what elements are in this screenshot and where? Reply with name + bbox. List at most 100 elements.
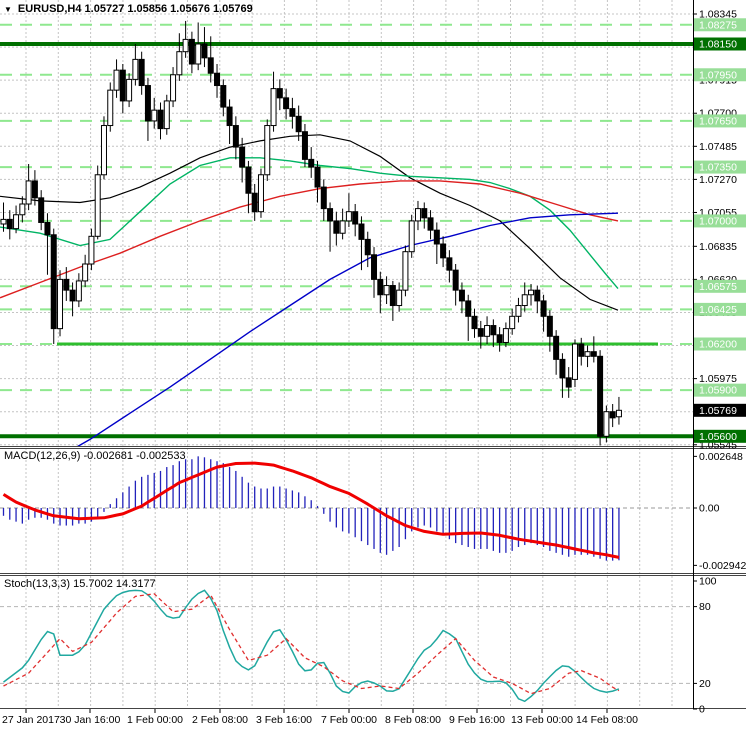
candle [578,337,585,366]
candle [126,73,133,108]
ma-black [0,134,619,311]
candle [352,204,359,237]
candle [314,160,321,203]
svg-text:0.00: 0.00 [699,503,720,515]
candle [584,345,591,368]
candle [75,273,82,308]
stoch-d-line [3,593,620,695]
level-price-badge: 1.07650 [694,114,746,128]
candle [301,124,308,168]
candle [50,228,57,344]
symbol-dropdown-icon[interactable]: ▼ [4,4,12,14]
candle [521,282,528,312]
svg-text:1.08345: 1.08345 [699,9,737,21]
candles-layer [0,20,622,446]
stoch-panel[interactable] [0,589,693,703]
candle [226,99,233,144]
candle [182,20,189,58]
candle [44,213,51,275]
candle [528,284,535,306]
candle [402,245,409,297]
stoch-k-line [3,589,620,703]
candle [421,202,428,229]
candle [333,211,340,246]
candle [100,116,107,180]
candle [119,64,126,114]
svg-text:1.06425: 1.06425 [699,304,737,316]
candle [88,228,95,271]
candle [176,33,183,81]
svg-text:1.08150: 1.08150 [699,39,737,51]
macd-signal-line [2,461,620,559]
level-price-badge: 1.06200 [694,337,746,351]
macd-axis[interactable]: 0.002648 0.00 -0.002942 [693,451,746,572]
svg-text:1.05600: 1.05600 [699,431,737,443]
macd-panel[interactable] [0,456,693,561]
candle [339,208,346,240]
panel-separators [0,0,746,709]
candle [57,270,64,337]
svg-text:0.002648: 0.002648 [699,451,743,463]
candle [69,282,76,317]
candle [163,94,170,135]
candle [107,82,114,132]
svg-text:80: 80 [699,601,711,613]
chart-title-text: EURUSD,H4 1.05727 1.05856 1.05676 1.0576… [17,3,253,15]
svg-text:30 Jan 16:00: 30 Jan 16:00 [60,714,121,726]
svg-text:20: 20 [699,678,711,690]
ma-green [0,157,619,290]
candle [308,147,315,178]
svg-text:1.08275: 1.08275 [699,19,737,31]
level-price-badge: 1.08150 [694,37,746,51]
candle [327,202,334,252]
level-price-badge: 1.05600 [694,429,746,443]
candle [251,184,258,221]
candle [358,216,365,271]
svg-text:1.06835: 1.06835 [699,241,737,253]
candle [553,330,560,375]
svg-text:1.07485: 1.07485 [699,141,737,153]
candle [540,294,547,332]
svg-text:1.05900: 1.05900 [699,385,737,397]
candle [283,88,290,120]
svg-text:1.06200: 1.06200 [699,339,737,351]
candle [408,214,415,258]
level-price-badge: 1.08275 [694,18,746,32]
candle [138,51,145,95]
candle [496,327,503,352]
svg-text:100: 100 [699,576,717,588]
svg-text:13 Feb 00:00: 13 Feb 00:00 [511,714,573,726]
candle [571,339,578,388]
candle [295,105,302,141]
ma-red [0,180,619,299]
candle [502,322,509,348]
svg-text:27 Jan 2017: 27 Jan 2017 [2,714,60,726]
ma-blue [77,212,619,446]
candle [232,116,239,160]
svg-text:1 Feb 00:00: 1 Feb 00:00 [127,714,183,726]
candle [113,59,120,98]
candle [38,190,45,231]
level-price-badge: 1.06425 [694,302,746,316]
candle [427,210,434,240]
candle [245,160,252,214]
level-price-badge: 1.07000 [694,214,746,228]
candle [144,77,151,141]
candle [207,36,214,83]
time-axis[interactable]: 27 Jan 2017 30 Jan 16:00 1 Feb 00:00 2 Feb … [2,709,638,726]
candle [484,316,491,344]
candle [320,179,327,221]
candle [509,308,516,335]
svg-text:9 Feb 16:00: 9 Feb 16:00 [449,714,505,726]
level-price-badge: 1.06575 [694,279,746,293]
svg-text:8 Feb 08:00: 8 Feb 08:00 [385,714,441,726]
svg-text:-0.002942: -0.002942 [699,560,746,572]
candle [471,308,478,338]
horizontal-gridlines [0,13,693,446]
candle [6,210,13,240]
chart-title-bar: ▼ EURUSD,H4 1.05727 1.05856 1.05676 1.05… [4,3,253,15]
candle [201,27,208,68]
stoch-axis[interactable]: 100 80 20 0 [693,576,717,716]
